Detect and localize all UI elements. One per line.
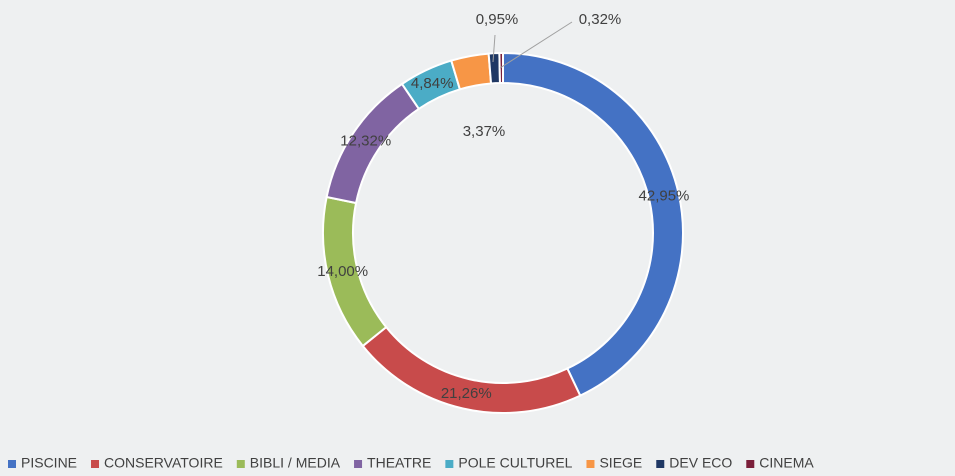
data-label: 3,37% (463, 123, 506, 140)
data-label: 42,95% (639, 188, 690, 205)
legend-label: BIBLI / MEDIA (250, 455, 341, 471)
legend-swatch (354, 460, 363, 468)
legend-swatch (236, 460, 245, 468)
data-label: 4,84% (411, 75, 454, 92)
data-label: 12,32% (340, 132, 391, 149)
legend-label: PISCINE (21, 455, 77, 471)
donut-slice (487, 52, 502, 85)
legend-label: CONSERVATOIRE (104, 455, 223, 471)
legend-swatch (586, 460, 595, 468)
data-label: 0,95% (476, 11, 519, 28)
data-label: 21,26% (441, 385, 492, 402)
legend-label: POLE CULTUREL (458, 455, 572, 471)
legend-label: THEATRE (367, 455, 431, 471)
legend-label: CINEMA (759, 455, 814, 471)
data-label: 14,00% (317, 263, 368, 280)
legend-swatch (91, 460, 100, 468)
donut-slice (502, 51, 684, 397)
legend-swatch (656, 460, 665, 468)
legend-label: SIEGE (599, 455, 642, 471)
leader-line (492, 34, 496, 63)
legend-label: DEV ECO (669, 455, 732, 471)
data-label: 0,32% (579, 11, 622, 28)
legend-swatch (746, 460, 755, 468)
donut-slice (498, 51, 504, 85)
leader-line (499, 21, 573, 69)
legend-swatch (445, 460, 454, 468)
legend-swatch (8, 460, 16, 468)
